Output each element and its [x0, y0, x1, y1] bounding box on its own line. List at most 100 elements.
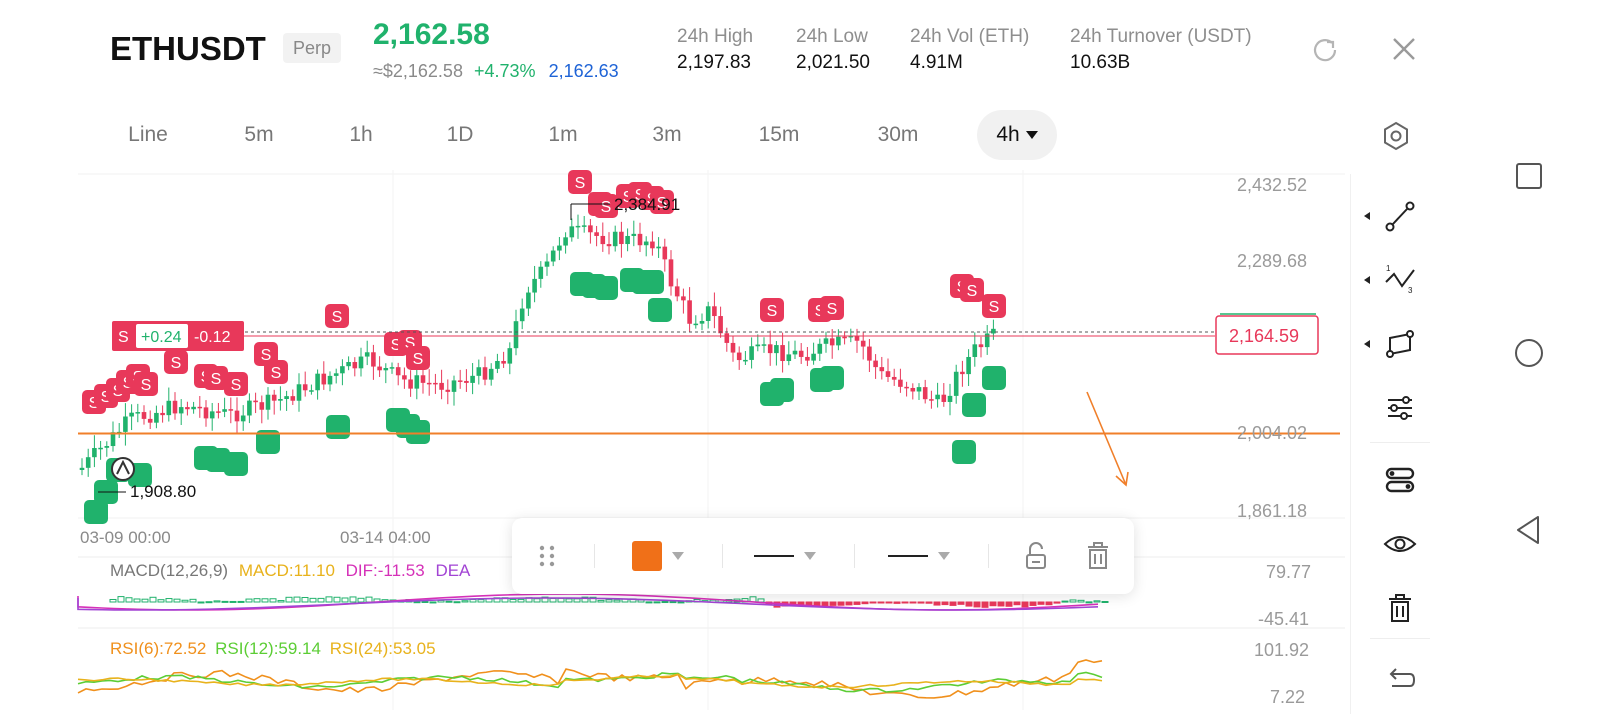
macd-axis-bottom: -45.41: [1258, 609, 1310, 629]
candle-body: [588, 225, 593, 233]
svg-text:1: 1: [1386, 264, 1391, 273]
position-tag[interactable]: S +0.24 -0.12: [112, 321, 244, 351]
macd-bar: [349, 596, 357, 603]
symbol-name[interactable]: ETHUSDT: [110, 30, 266, 67]
mark-price: 2,162.63: [548, 61, 619, 81]
buy-marker-badge: [770, 378, 794, 402]
candle-body: [891, 376, 897, 380]
price-axis-label: 2,289.68: [1237, 251, 1308, 271]
trend-line-icon[interactable]: [1382, 198, 1418, 234]
sell-marker-label: S: [405, 335, 416, 352]
candle-body: [383, 368, 389, 371]
sell-marker-badge: [760, 298, 784, 322]
candle-body: [185, 407, 190, 410]
buy-marker-badge: [640, 270, 664, 294]
trash-icon[interactable]: [1084, 537, 1112, 575]
sell-marker: S: [204, 366, 228, 390]
candle-body: [910, 387, 916, 392]
candle-body: [290, 396, 296, 401]
sell-marker: S: [982, 294, 1006, 318]
candle-body: [178, 407, 184, 414]
timeframe-1h[interactable]: 1h: [349, 123, 373, 146]
sell-marker-label: S: [211, 371, 222, 388]
macd-bar: [301, 596, 309, 603]
candle-body: [426, 382, 432, 385]
stat-24h-low: 24h Low 2,021.50: [796, 26, 870, 74]
candle-body: [904, 386, 909, 389]
macd-bar: [469, 599, 477, 603]
candle-body: [228, 409, 234, 411]
chart-settings-icon[interactable]: [1380, 120, 1412, 152]
candle-body: [216, 411, 221, 413]
timeframe-line[interactable]: Line: [128, 123, 168, 146]
stat-24h-turnover: 24h Turnover (USDT) 10.63B: [1070, 26, 1252, 74]
candle-body: [495, 360, 500, 369]
color-swatch: [632, 541, 662, 571]
arrow-drawing[interactable]: [1086, 391, 1129, 487]
timeframe-30m[interactable]: 30m: [877, 123, 919, 146]
line-color-picker[interactable]: [630, 537, 690, 575]
refresh-icon[interactable]: [1310, 34, 1340, 64]
candle-body: [625, 235, 630, 245]
indicator-settings-icon[interactable]: [1382, 390, 1418, 426]
sell-marker: S: [650, 190, 674, 214]
layout-toggle-icon[interactable]: [1382, 462, 1418, 498]
macd-bar: [213, 600, 221, 603]
candle-body: [798, 350, 804, 357]
rsi-legend: RSI(6):72.52 RSI(12):59.14 RSI(24):53.05: [110, 639, 436, 659]
sell-marker: S: [264, 360, 288, 384]
candlestick-chart[interactable]: SSSSSSSSSSSSSSSSSSSSSSSSSSSSS 2,384.91 1…: [0, 170, 1350, 715]
drag-handle-icon[interactable]: [534, 537, 560, 575]
candle-body: [631, 233, 637, 236]
candle-body: [681, 296, 686, 301]
candle-body: [991, 328, 996, 334]
timeframe-15m[interactable]: 15m: [758, 123, 800, 146]
macd-bar: [917, 601, 925, 604]
shape-tool-icon[interactable]: [1382, 326, 1418, 362]
macd-bar: [933, 601, 941, 606]
timeframe-5m[interactable]: 5m: [244, 123, 274, 146]
timeframe-3m[interactable]: 3m: [652, 123, 682, 146]
home-icon[interactable]: [1505, 329, 1553, 377]
wave-pattern-icon[interactable]: 1 3: [1382, 262, 1418, 298]
low-price-label: 1,908.80: [130, 482, 196, 501]
line-style-picker[interactable]: [886, 537, 956, 575]
close-icon[interactable]: [1389, 34, 1419, 64]
rsi24-value: RSI(24):53.05: [329, 639, 436, 658]
expand-arrow-icon[interactable]: [1364, 212, 1370, 220]
unlock-icon[interactable]: [1022, 537, 1050, 575]
sell-marker-badge: [568, 170, 592, 194]
macd-bar: [677, 601, 685, 604]
candle-body: [873, 360, 878, 368]
approx-usd-price: ≈$2,162.58: [373, 61, 463, 81]
eye-icon[interactable]: [1382, 526, 1418, 562]
current-price-tag[interactable]: 2,164.59: [1215, 313, 1319, 355]
timeframe-1m[interactable]: 1m: [548, 123, 578, 146]
delete-all-icon[interactable]: [1382, 590, 1418, 626]
line-style-preview: [888, 555, 928, 557]
macd-bar: [413, 601, 421, 604]
macd-bar: [1093, 600, 1101, 603]
macd-bar: [309, 597, 317, 603]
undo-icon[interactable]: [1382, 662, 1418, 698]
expand-arrow-icon[interactable]: [1364, 340, 1370, 348]
candle-body: [953, 371, 959, 396]
expand-arrow-icon[interactable]: [1364, 276, 1370, 284]
sell-marker-label: S: [332, 309, 343, 326]
macd-bar: [853, 601, 861, 605]
macd-bar: [445, 600, 453, 603]
candle-body: [879, 367, 885, 372]
back-icon[interactable]: [1505, 506, 1553, 554]
recent-apps-icon[interactable]: [1505, 152, 1553, 200]
macd-bar: [365, 596, 373, 603]
timeframe-4h[interactable]: 4h: [977, 110, 1057, 160]
sell-marker-badge: [406, 346, 430, 370]
candle-body: [693, 323, 699, 326]
buy-marker-badge: [84, 500, 108, 524]
macd-bar: [613, 599, 621, 603]
buy-marker-badge: [224, 452, 248, 476]
line-width-picker[interactable]: [752, 537, 822, 575]
timeframe-1d[interactable]: 1D: [446, 123, 474, 146]
divider: [1370, 638, 1430, 639]
stat-24h-high: 24h High 2,197.83: [677, 26, 753, 74]
